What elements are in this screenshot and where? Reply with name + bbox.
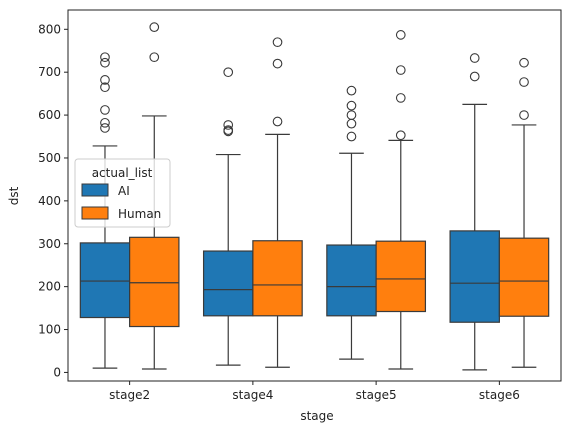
outlier-point	[346, 85, 357, 96]
outlier-point	[395, 65, 406, 75]
outlier-point	[519, 57, 529, 68]
box-body	[252, 240, 303, 317]
box-human-stage2	[129, 22, 180, 370]
x-tick-label: stage4	[232, 388, 273, 402]
outlier-point	[395, 30, 406, 40]
outlier-point	[149, 22, 160, 33]
box-body	[449, 230, 500, 323]
outlier-point	[346, 131, 357, 142]
outlier-point	[519, 110, 529, 120]
box-body	[498, 237, 550, 317]
outlier-point	[395, 93, 406, 103]
outlier-point	[100, 52, 110, 63]
outlier-point	[519, 77, 529, 87]
y-tick-label: 200	[38, 280, 61, 294]
outlier-point	[100, 117, 110, 128]
outlier-point	[100, 123, 110, 133]
box-human-stage4	[252, 37, 303, 368]
outlier-point	[100, 105, 110, 115]
y-tick-label: 400	[38, 194, 61, 208]
outlier-point	[223, 120, 234, 130]
legend-label-human: Human	[118, 207, 161, 221]
outlier-point	[346, 110, 357, 120]
legend-title: actual_list	[92, 166, 153, 180]
outlier-point	[272, 58, 283, 69]
x-axis-label: stage	[300, 409, 333, 423]
outlier-point	[346, 118, 357, 129]
outlier-point	[272, 116, 283, 127]
box-ai-stage2	[79, 52, 131, 369]
outlier-point	[223, 67, 234, 78]
y-tick-label: 600	[38, 108, 61, 122]
box-ai-stage5	[326, 85, 377, 360]
outlier-point	[223, 125, 234, 135]
outlier-point	[100, 75, 110, 85]
box-body	[202, 250, 254, 317]
legend: actual_list AI Human	[74, 158, 171, 228]
box-body	[326, 244, 377, 317]
outlier-point	[469, 71, 480, 82]
legend-label-ai: AI	[118, 184, 130, 198]
y-axis-label: dst	[7, 186, 21, 205]
y-tick-label: 0	[53, 365, 61, 379]
outlier-point	[100, 57, 110, 68]
outlier-point	[469, 53, 480, 63]
plot-area	[79, 22, 550, 371]
legend-swatch-ai	[81, 183, 109, 197]
x-tick-label: stage6	[479, 388, 520, 402]
y-tick-label: 500	[38, 151, 61, 165]
outlier-point	[100, 82, 110, 93]
axes: 0 100 200 300 400 500 600 700 800 stage2 stage4 sta…	[38, 9, 562, 402]
y-tick-label: 800	[38, 22, 61, 36]
box-ai-stage4	[202, 67, 254, 366]
outlier-point	[395, 130, 406, 141]
x-tick-label: stage2	[109, 388, 150, 402]
box-body	[79, 242, 131, 319]
box-ai-stage6	[449, 53, 500, 371]
box-body	[375, 240, 427, 313]
outlier-point	[272, 37, 283, 48]
box-human-stage5	[375, 30, 427, 370]
legend-swatch-human	[81, 206, 109, 220]
plot-frame	[67, 9, 562, 382]
y-tick-label: 100	[38, 323, 61, 337]
y-tick-label: 300	[38, 237, 61, 251]
box-human-stage6	[498, 57, 550, 368]
box-body	[129, 236, 180, 328]
x-tick-label: stage5	[356, 388, 397, 402]
y-tick-label: 700	[38, 65, 61, 79]
outlier-point	[149, 52, 160, 63]
outlier-point	[346, 100, 357, 111]
